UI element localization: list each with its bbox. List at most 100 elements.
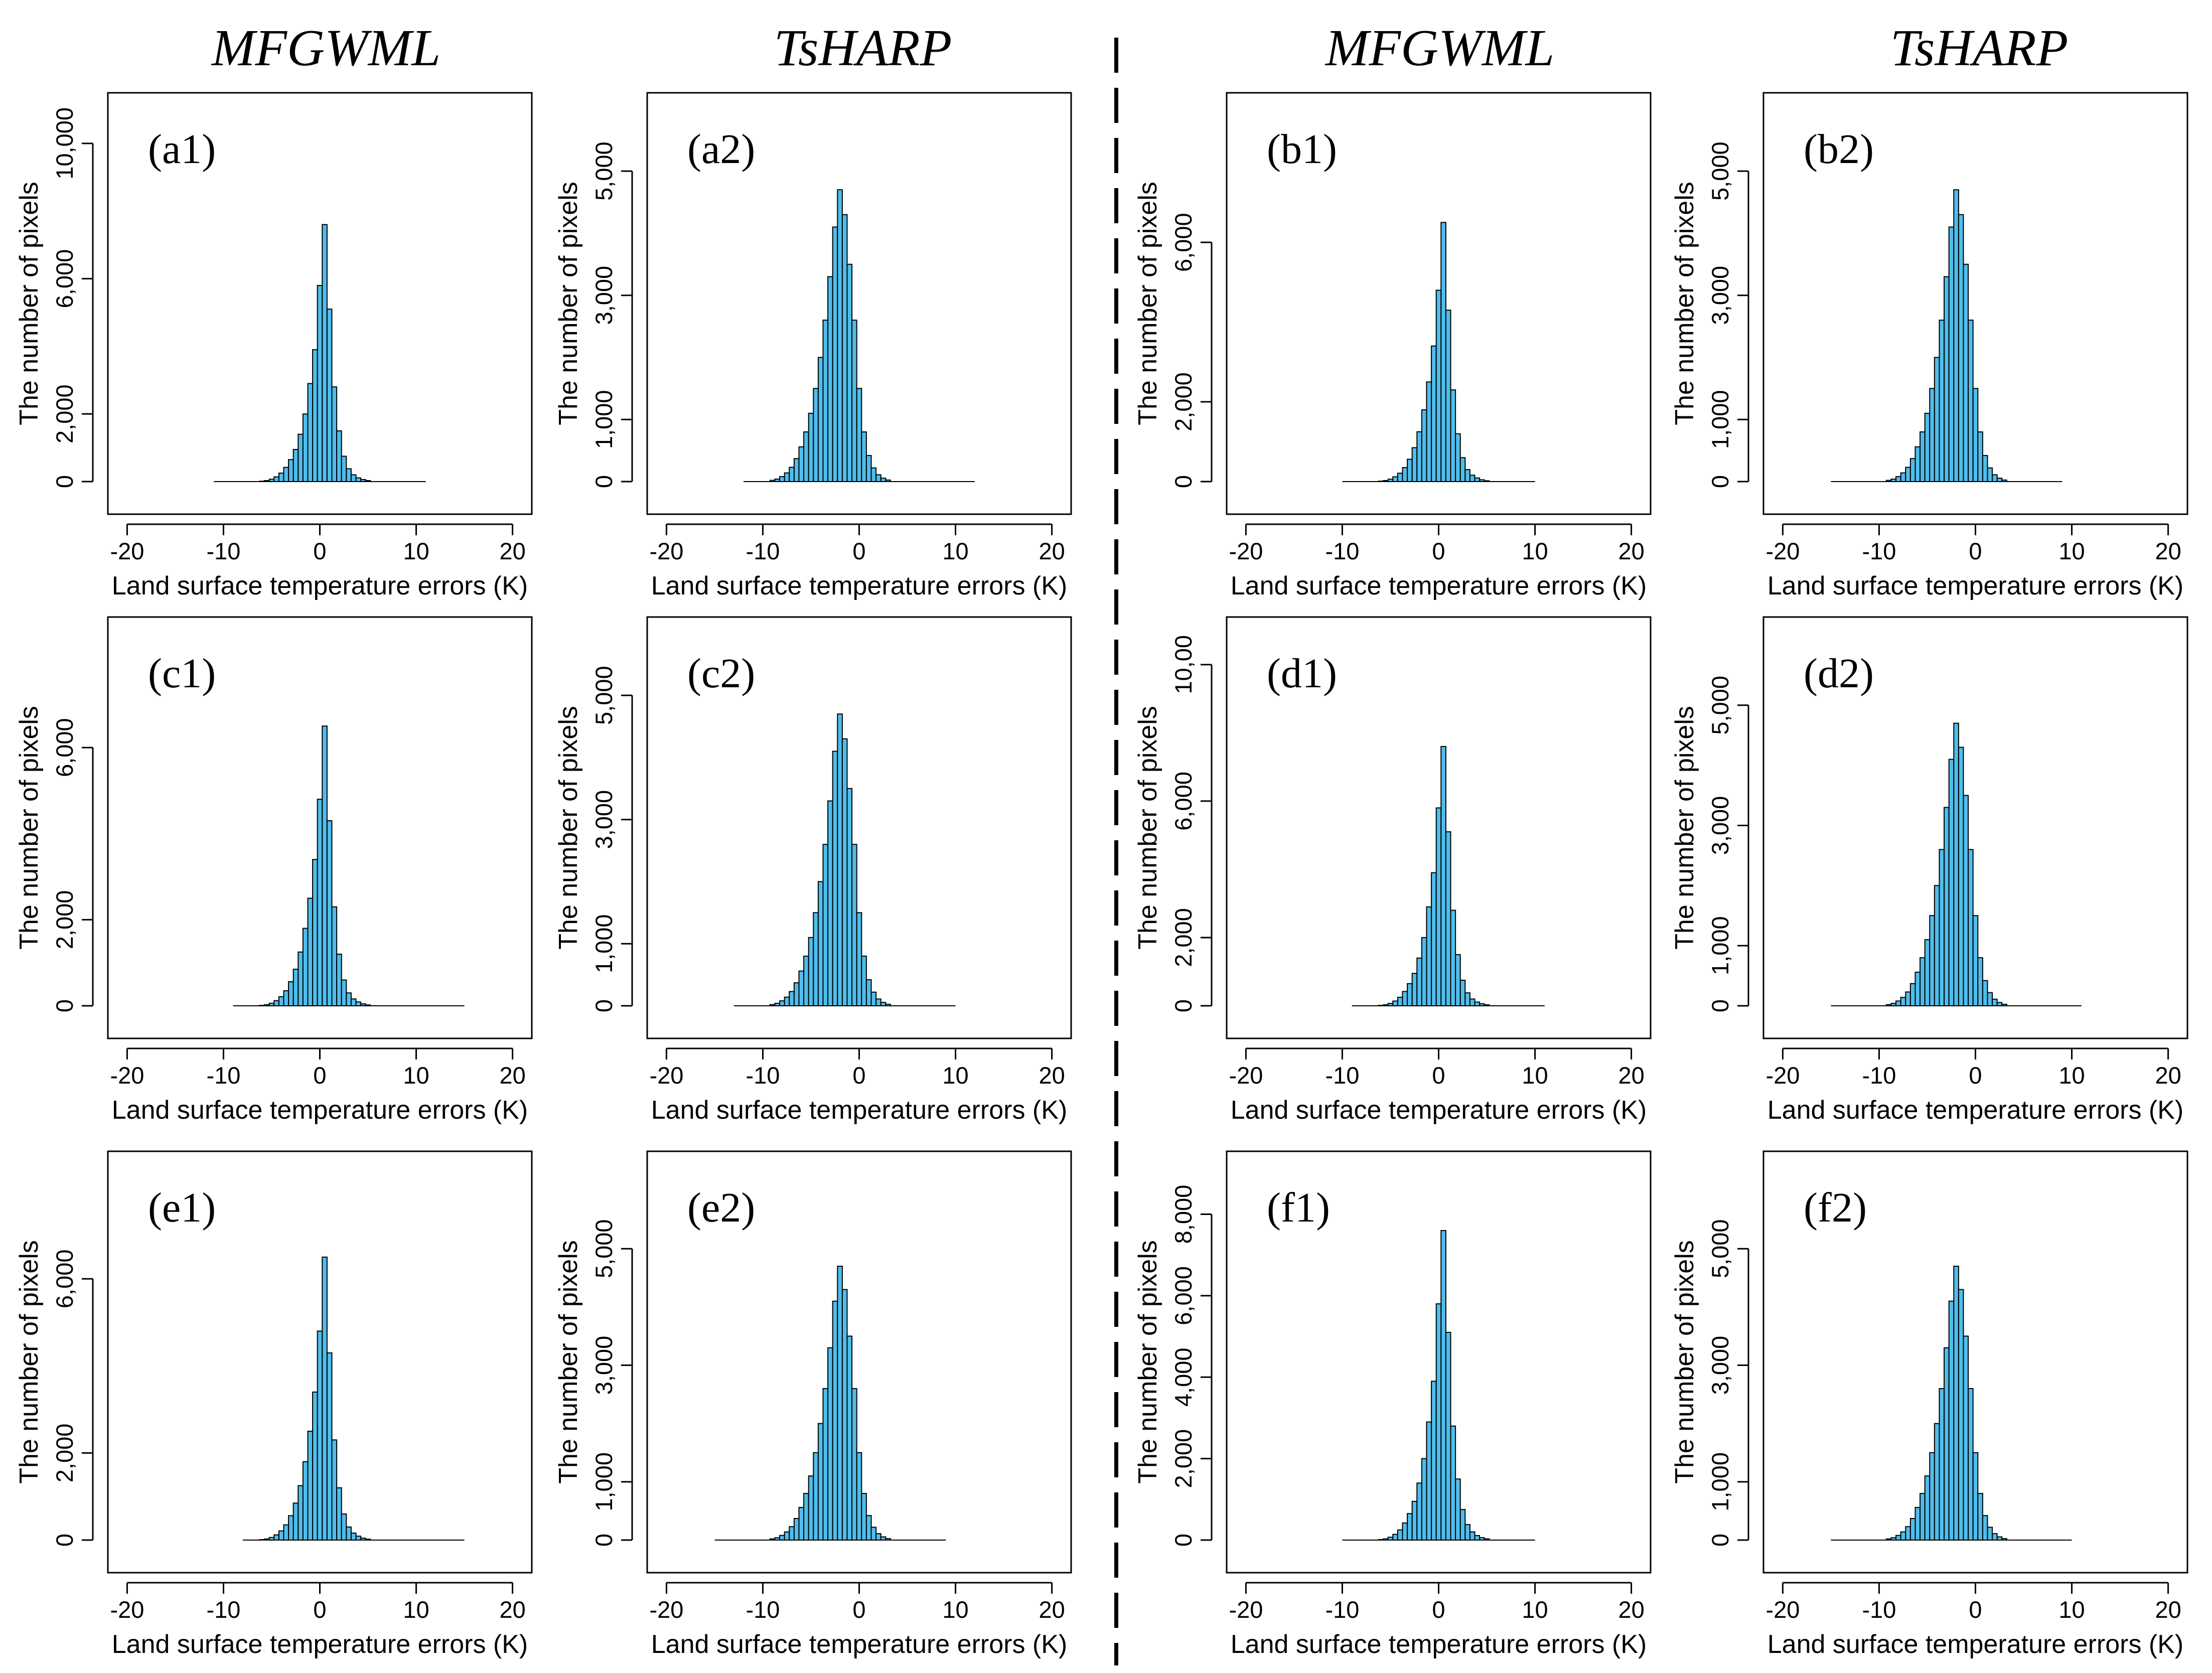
histogram-bar: [1445, 310, 1451, 483]
histogram-bar: [875, 1533, 881, 1541]
panel-d1: -20 -10 0 10 20 Land surface temperature erro…: [1133, 616, 1652, 1125]
histogram-bar: [1992, 474, 1998, 483]
x-axis-label: Land surface temperature errors (K): [1231, 1630, 1647, 1659]
y-tick-label: 0: [51, 1534, 78, 1547]
histogram-bar: [861, 431, 867, 482]
x-axis-label: Land surface temperature errors (K): [112, 1630, 528, 1659]
histogram-bar: [1968, 1388, 1974, 1541]
histogram-bar: [875, 474, 881, 483]
histogram-bar: [793, 1518, 800, 1541]
histogram-bar: [365, 480, 371, 482]
x-tick-label: 20: [499, 1062, 525, 1089]
x-tick-label: 20: [1618, 538, 1644, 564]
y-tick-label: 1,000: [591, 390, 617, 449]
histogram-bar: [292, 969, 299, 1006]
histogram-bar: [885, 1003, 891, 1007]
y-tick-label: 4,000: [1170, 1347, 1197, 1407]
histogram-bar: [346, 1526, 352, 1541]
histogram-bar: [1407, 983, 1413, 1007]
panel-e2: -20 -10 0 10 20 Land surface temperature erro…: [554, 1150, 1072, 1659]
panel-label: (c1): [148, 650, 216, 697]
histogram-bar: [1996, 1002, 2003, 1006]
histogram-bar: [312, 349, 318, 482]
histogram-bar: [1909, 458, 1916, 482]
histogram-bar: [808, 937, 814, 1006]
panel-label: (a2): [687, 126, 755, 173]
histogram-bar: [283, 1524, 289, 1541]
histogram-bar: [1440, 746, 1446, 1007]
x-tick-label: -20: [1765, 1596, 1800, 1623]
histogram-bar: [341, 979, 347, 1006]
x-tick-label: -10: [1862, 1062, 1896, 1089]
x-tick-label: -10: [746, 1596, 780, 1623]
histogram-bar: [803, 431, 809, 482]
histogram-bar: [789, 1526, 795, 1541]
histogram-bar: [856, 1452, 862, 1541]
histogram-bar: [1411, 447, 1418, 483]
x-tick-label: 20: [1039, 1062, 1065, 1089]
x-tick-label: 10: [403, 538, 429, 564]
y-tick-label: 3,000: [591, 1336, 617, 1395]
x-axis-label: Land surface temperature errors (K): [1231, 1096, 1647, 1125]
histogram-bar: [851, 320, 857, 482]
histogram-bar: [1934, 357, 1940, 483]
histogram-bar: [298, 433, 304, 482]
histogram-bar: [1890, 479, 1897, 483]
x-tick-label: 0: [852, 1062, 865, 1089]
panel-a2: -20 -10 0 10 20 Land surface temperature erro…: [554, 92, 1072, 600]
y-axis-label: The number of pixels: [1670, 1240, 1699, 1484]
y-tick-label: 1,000: [591, 914, 617, 973]
histogram-bar: [841, 738, 848, 1006]
histogram-bar: [1909, 983, 1916, 1006]
plot-frame: [107, 616, 533, 1039]
histogram-bar: [784, 996, 790, 1006]
x-tick-label: 10: [2058, 1596, 2085, 1623]
histogram-bar: [1958, 746, 1964, 1006]
x-tick-label: 10: [403, 1062, 429, 1089]
histogram-bar: [268, 1002, 275, 1007]
histogram-bar: [1939, 849, 1945, 1007]
histogram-bar: [808, 412, 814, 483]
x-tick-label: 0: [313, 538, 326, 564]
histogram-bar: [865, 979, 872, 1006]
histogram-bar: [336, 430, 342, 482]
y-axis-label: The number of pixels: [1670, 182, 1699, 425]
histogram-bar: [317, 285, 323, 483]
histogram-bar: [1469, 475, 1476, 483]
x-tick-label: -20: [649, 1596, 683, 1623]
y-tick-label: 5,000: [1707, 676, 1733, 735]
histogram-bar: [1479, 1003, 1485, 1007]
histogram-bar: [1407, 1513, 1413, 1541]
histogram-bar: [856, 912, 862, 1006]
histogram-bar: [1895, 476, 1901, 483]
histogram-bar: [1450, 389, 1456, 482]
histogram-bar: [880, 1002, 887, 1007]
histogram-bar: [813, 1452, 819, 1541]
y-tick-label: 0: [1707, 1534, 1733, 1547]
histogram-bar: [288, 1515, 294, 1541]
y-tick-label: 1,000: [1707, 390, 1733, 449]
histogram-bar: [2001, 1538, 2007, 1541]
histogram-bar: [1378, 481, 1384, 482]
y-tick-label: 0: [591, 1534, 617, 1547]
histogram-bar: [827, 276, 833, 482]
histogram-bar: [1474, 1535, 1481, 1541]
histogram-bar: [837, 189, 843, 482]
histogram-bar: [798, 970, 805, 1006]
histogram-bar: [288, 981, 294, 1007]
histogram-bar: [798, 1506, 805, 1541]
histogram-bar: [784, 1531, 790, 1541]
histogram-bar: [312, 1391, 318, 1541]
histogram-bar: [769, 1004, 776, 1006]
x-tick-label: -20: [110, 1062, 144, 1089]
x-tick-label: 20: [2155, 538, 2181, 564]
histogram-bar: [880, 1536, 887, 1541]
x-tick-label: -10: [1862, 1596, 1896, 1623]
histogram-bar: [885, 1538, 891, 1541]
histogram-bar: [880, 478, 887, 483]
histogram-bar: [779, 1535, 785, 1541]
x-tick-label: 0: [1432, 538, 1445, 564]
histogram-bar: [870, 991, 877, 1007]
histogram-bar: [789, 467, 795, 482]
histogram-bar: [1421, 1458, 1427, 1541]
